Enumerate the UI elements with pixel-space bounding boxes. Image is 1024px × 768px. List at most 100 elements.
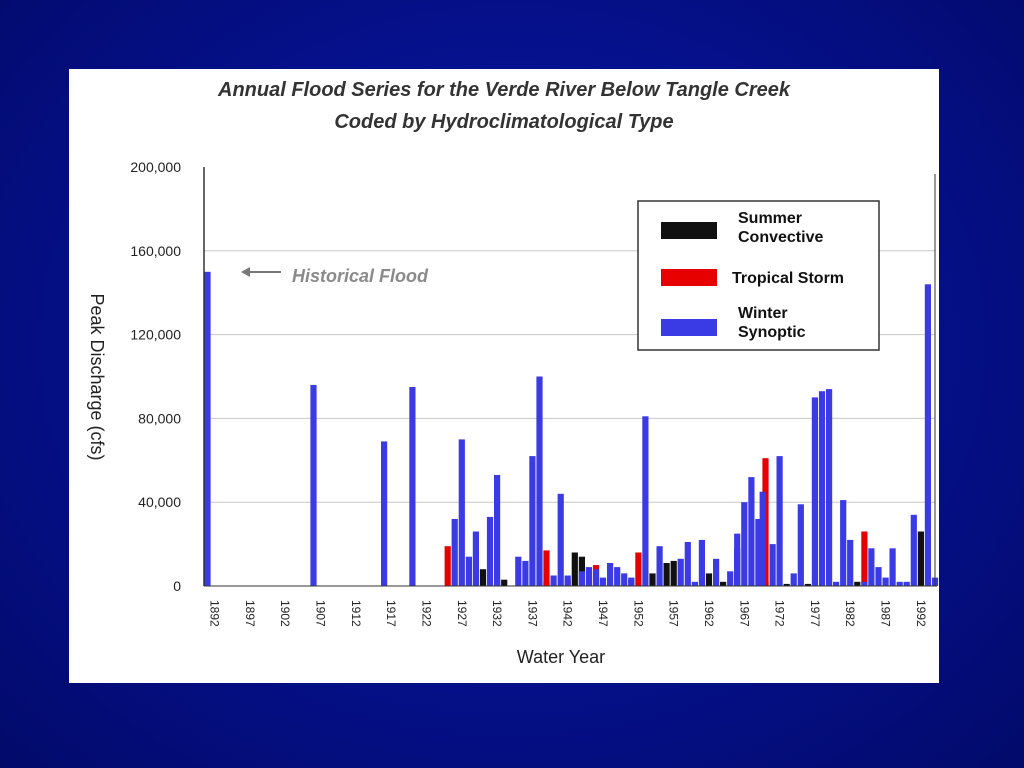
bar (776, 456, 783, 586)
y-tick-label: 200,000 (130, 159, 181, 175)
bar (698, 539, 705, 586)
bar (804, 583, 811, 586)
y-tick-label: 0 (173, 578, 181, 594)
y-tick-label: 160,000 (130, 243, 181, 259)
x-tick-label: 1892 (208, 600, 222, 627)
x-tick-label: 1987 (879, 600, 893, 627)
bar (759, 491, 766, 586)
bar (458, 439, 465, 586)
x-tick-label: 1977 (808, 600, 822, 627)
x-tick-label: 1902 (278, 600, 292, 627)
bar (896, 581, 903, 586)
x-tick-label: 1942 (561, 600, 575, 627)
bar (868, 548, 875, 586)
bar (755, 519, 762, 586)
bar (381, 441, 388, 586)
x-tick-label: 1952 (631, 600, 645, 627)
x-tick-label: 1972 (773, 600, 787, 627)
x-tick-label: 1912 (349, 600, 363, 627)
bar (924, 284, 931, 586)
x-tick-label: 1957 (667, 600, 681, 627)
legend: Summer Convective Tropical Storm Winter … (637, 200, 880, 351)
bar (578, 571, 585, 586)
bar (472, 531, 479, 586)
bar (769, 544, 776, 586)
bars (204, 271, 939, 587)
bar (649, 573, 656, 586)
x-tick-label: 1937 (525, 600, 539, 627)
bar (833, 581, 840, 586)
y-tick-label: 80,000 (138, 410, 181, 426)
bar (713, 558, 720, 586)
legend-label-summer-convective: Summer Convective (738, 210, 823, 246)
bar (677, 558, 684, 586)
bar (705, 573, 713, 586)
flood-chart: Annual Flood Series for the Verde River … (87, 79, 939, 667)
y-axis-label: Peak Discharge (cfs) (87, 293, 107, 460)
bar (790, 573, 797, 586)
bar (882, 577, 889, 586)
bar (903, 581, 910, 586)
x-tick-label: 1932 (490, 600, 504, 627)
bar (529, 456, 536, 586)
bar (691, 581, 698, 586)
bar (818, 391, 826, 586)
x-tick-label: 1982 (843, 600, 857, 627)
bar (451, 519, 458, 586)
bar (628, 577, 635, 586)
bar (571, 552, 578, 586)
bar (826, 389, 833, 586)
chart-title: Annual Flood Series for the Verde River … (217, 79, 791, 101)
bar (861, 581, 868, 586)
bar (515, 556, 522, 586)
bar (494, 475, 501, 586)
bar (642, 416, 649, 586)
bar (585, 567, 592, 586)
bar (854, 581, 861, 586)
bar (557, 493, 564, 586)
bar (599, 577, 607, 586)
bar (748, 477, 755, 586)
bar (607, 563, 614, 586)
bar (536, 376, 543, 586)
bar (727, 571, 734, 586)
bar (501, 579, 508, 586)
bar (847, 539, 854, 586)
legend-swatch-winter (661, 319, 717, 336)
bar (543, 550, 550, 586)
bar (621, 573, 628, 586)
bar (783, 583, 790, 586)
x-axis-label: Water Year (517, 647, 605, 667)
bar (614, 567, 621, 586)
bar (720, 581, 727, 586)
bar (479, 569, 487, 586)
bar (917, 531, 924, 586)
bar (684, 542, 691, 586)
bar (797, 504, 804, 586)
bar (592, 569, 600, 586)
legend-label-tropical-storm: Tropical Storm (732, 270, 844, 287)
legend-swatch-tropical (661, 269, 717, 286)
x-tick-label: 1917 (384, 600, 398, 627)
bar (486, 516, 494, 586)
bar (465, 556, 472, 586)
bar (889, 548, 896, 586)
y-axis-ticks: 0 40,000 80,000 120,000 160,000 200,000 (130, 159, 181, 594)
annotation-text: Historical Flood (292, 266, 429, 286)
bar (522, 560, 529, 586)
x-axis-ticks: 1892 1897 1902 1907 1912 1917 1922 1927 1932 1937… (208, 600, 928, 627)
bar (204, 271, 211, 587)
chart-panel: Annual Flood Series for the Verde River … (69, 69, 939, 683)
bar (734, 533, 741, 586)
x-tick-label: 1897 (243, 600, 257, 627)
bar (635, 552, 642, 586)
x-tick-label: 1992 (914, 600, 928, 627)
x-tick-label: 1907 (314, 600, 328, 627)
y-tick-label: 120,000 (130, 327, 181, 343)
bar (444, 546, 451, 586)
bar (741, 502, 748, 586)
legend-swatch-summer (661, 222, 717, 239)
chart-subtitle: Coded by Hydroclimatological Type (334, 111, 673, 133)
bar (663, 563, 670, 586)
x-tick-label: 1922 (419, 600, 433, 627)
